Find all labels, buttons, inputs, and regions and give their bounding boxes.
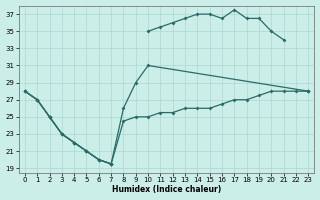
X-axis label: Humidex (Indice chaleur): Humidex (Indice chaleur)	[112, 185, 221, 194]
